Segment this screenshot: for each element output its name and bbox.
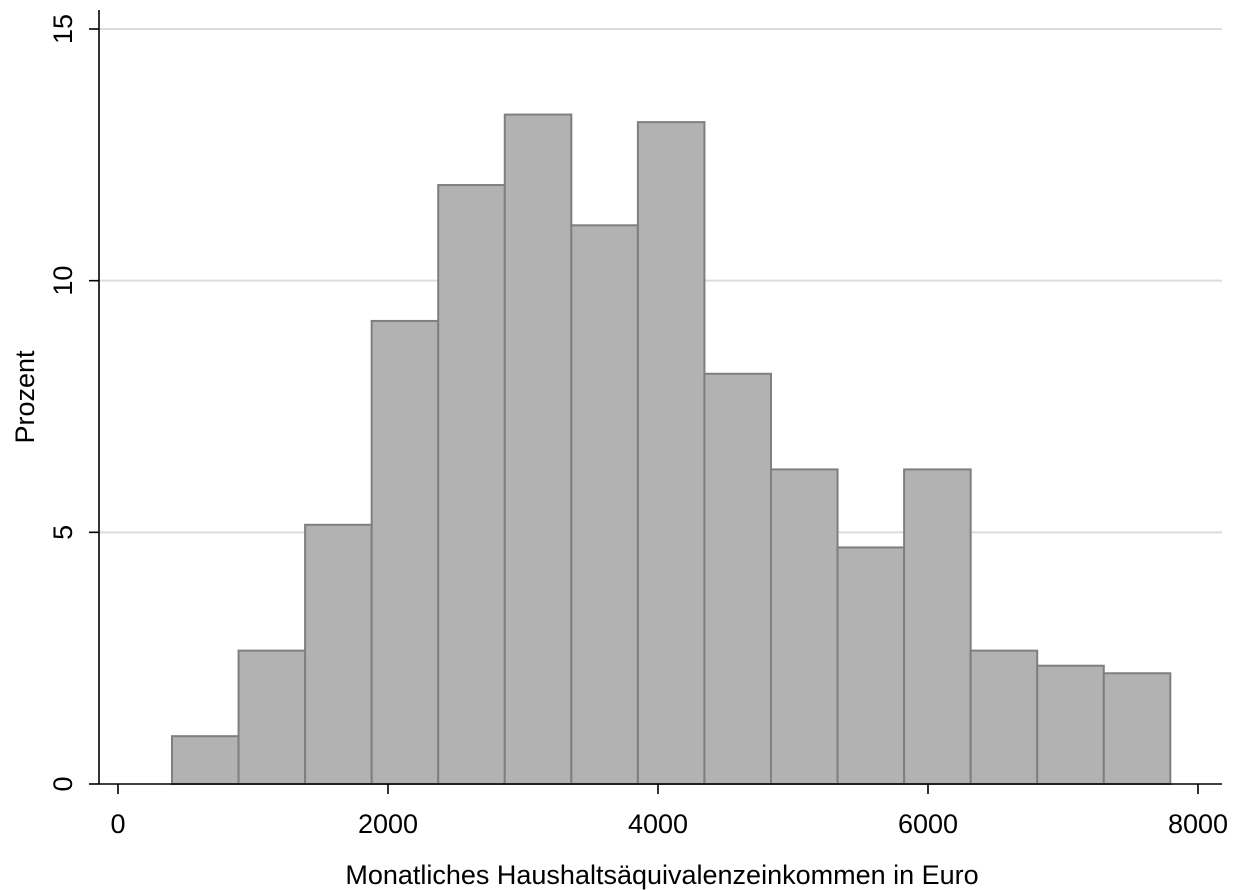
axis-ticks: 0 2000 4000 6000 8000 0 5 10 15 [48,14,1228,839]
x-tick-label-2000: 2000 [358,809,418,839]
histogram-bar-12 [969,649,1039,785]
x-tick-label-8000: 8000 [1168,809,1228,839]
y-tick-label-5: 5 [48,525,78,540]
y-tick-label-10: 10 [48,266,78,296]
histogram-bar-10 [836,546,906,786]
histogram-bar-4 [437,184,506,786]
x-tick-label-6000: 6000 [898,809,958,839]
y-axis-title: Prozent [10,350,40,444]
histogram-bar-9 [769,468,839,785]
axes [98,10,1222,785]
histogram-bar-5 [503,113,573,786]
x-tick-label-4000: 4000 [628,809,688,839]
histogram-bar-6 [570,224,639,786]
histogram-bar-11 [903,468,972,785]
histogram-bar-2 [304,523,373,785]
y-tick-label-15: 15 [48,14,78,44]
histogram-bar-7 [636,121,706,786]
histogram-bars [171,113,1172,786]
histogram-bar-3 [370,319,440,785]
histogram-bar-14 [1102,672,1172,785]
x-axis-title: Monatliches Haushaltsäquivalenzeinkommen… [345,860,978,890]
histogram-bar-13 [1036,664,1105,786]
histogram-bar-1 [237,649,307,785]
y-tick-label-0: 0 [48,776,78,791]
histogram-bar-0 [171,735,240,786]
x-tick-label-0: 0 [110,809,125,839]
histogram-bar-8 [703,372,772,785]
